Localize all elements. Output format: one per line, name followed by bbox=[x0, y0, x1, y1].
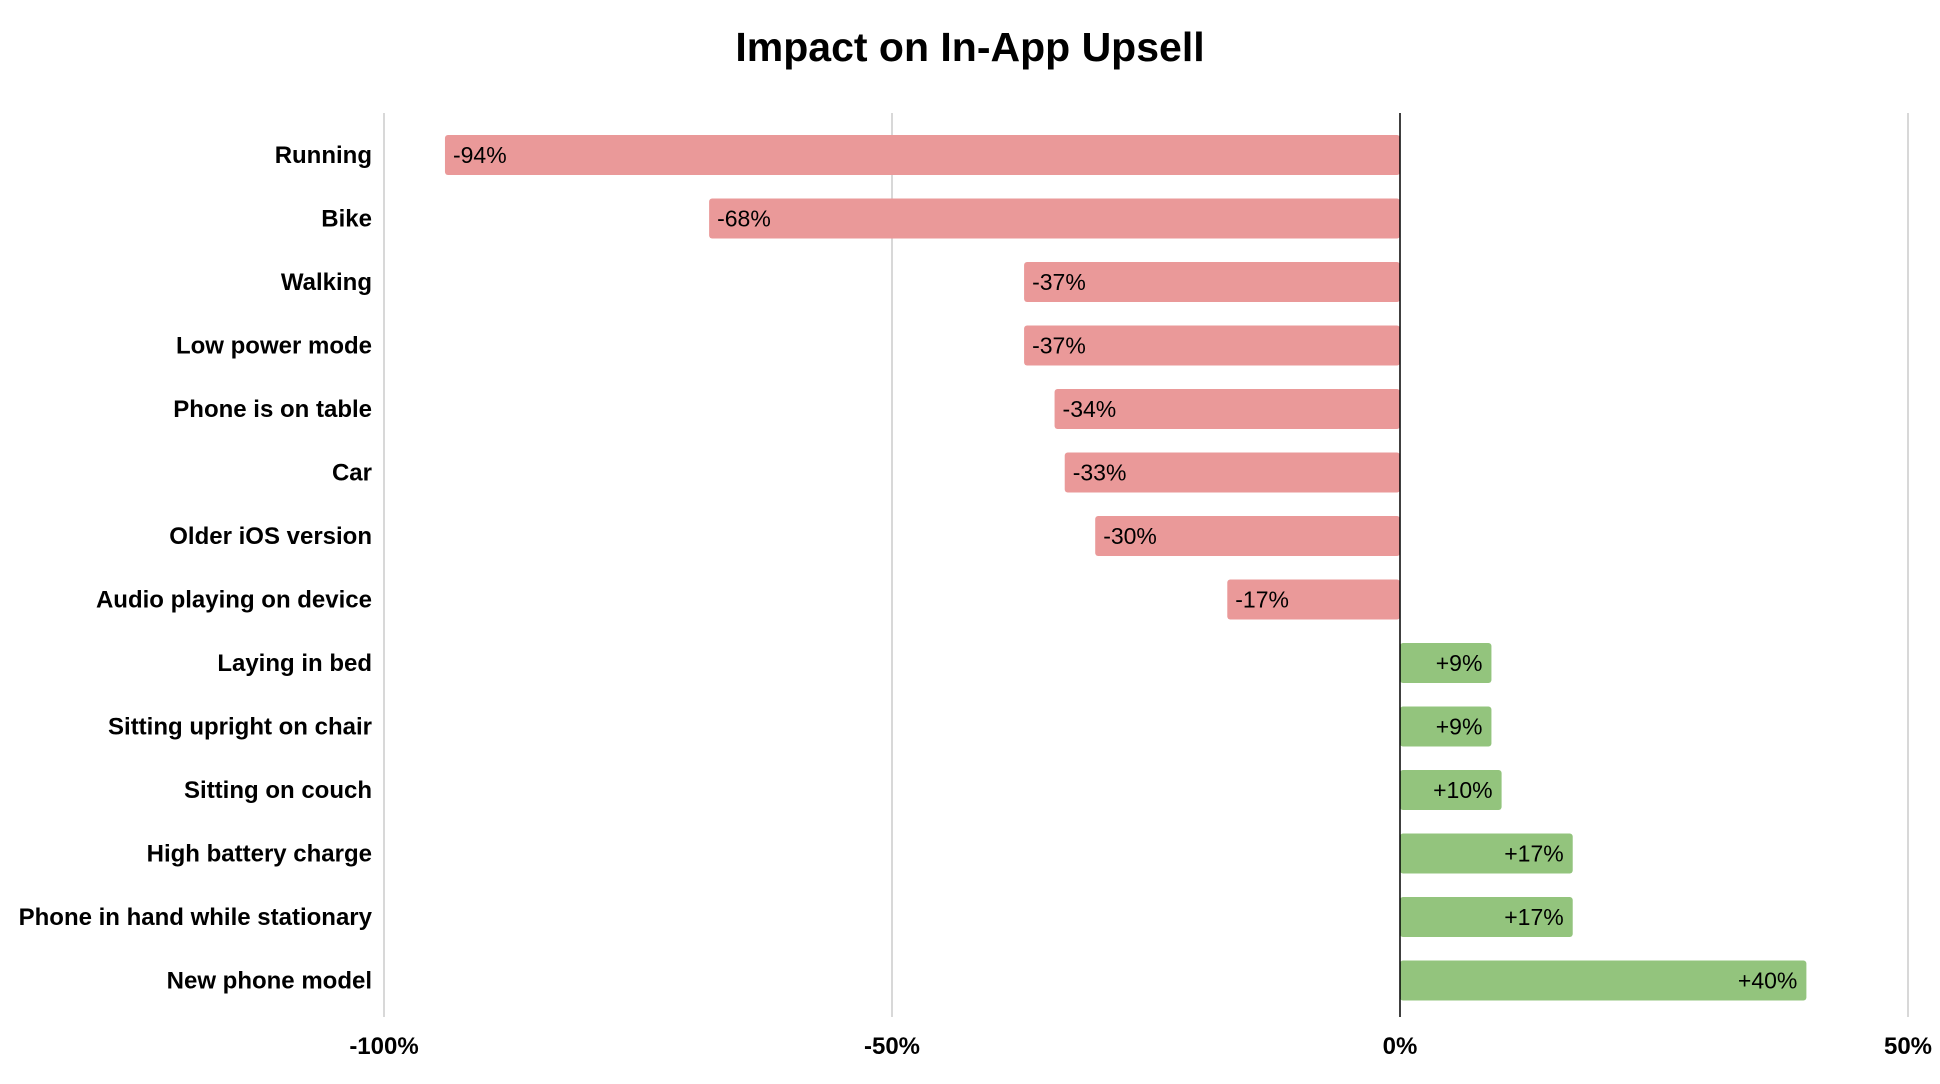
bar-12 bbox=[1400, 833, 1573, 874]
data-labels: -94% -68% -37% -37% -34% -33% -30% -17% +9% +9% +1… bbox=[453, 142, 1797, 994]
bar-7 bbox=[1095, 516, 1400, 556]
bar-2 bbox=[709, 198, 1400, 239]
bar-8 bbox=[1227, 579, 1400, 620]
bar-11 bbox=[1400, 770, 1502, 810]
data-label-8: -17% bbox=[1235, 587, 1289, 613]
data-label-12: +17% bbox=[1504, 841, 1563, 867]
x-tick-label-2: 0% bbox=[1383, 1033, 1418, 1060]
data-label-13: +17% bbox=[1504, 904, 1563, 930]
category-label-13: Phone in hand while stationary bbox=[19, 904, 373, 931]
category-label-3: Walking bbox=[281, 269, 372, 296]
x-tick-labels: -100% -50% 0% 50% bbox=[349, 1033, 1932, 1060]
x-tick-label-0: -100% bbox=[349, 1033, 418, 1060]
bar-4 bbox=[1024, 325, 1400, 366]
data-label-1: -94% bbox=[453, 142, 507, 168]
data-label-9: +9% bbox=[1436, 650, 1483, 676]
category-label-9: Laying in bed bbox=[217, 650, 372, 677]
x-tick-label-1: -50% bbox=[864, 1033, 920, 1060]
data-label-2: -68% bbox=[717, 206, 771, 232]
bar-10 bbox=[1400, 706, 1492, 747]
bar-5 bbox=[1054, 389, 1400, 429]
bars bbox=[444, 135, 1807, 1001]
category-label-5: Phone is on table bbox=[173, 396, 372, 423]
category-label-14: New phone model bbox=[167, 968, 372, 995]
category-label-1: Running bbox=[275, 142, 372, 169]
gridlines bbox=[383, 113, 1909, 1017]
category-label-10: Sitting upright on chair bbox=[108, 714, 372, 741]
data-label-14: +40% bbox=[1738, 968, 1797, 994]
bar-3 bbox=[1024, 262, 1400, 302]
chart-title: Impact on In-App Upsell bbox=[735, 24, 1205, 70]
category-label-2: Bike bbox=[321, 206, 372, 233]
category-labels: Running Bike Walking Low power mode Phone is… bbox=[19, 142, 373, 995]
bar-9 bbox=[1400, 643, 1492, 683]
data-label-3: -37% bbox=[1032, 269, 1086, 295]
bar-6 bbox=[1064, 452, 1400, 493]
data-label-11: +10% bbox=[1433, 777, 1492, 803]
data-label-4: -37% bbox=[1032, 333, 1086, 359]
category-label-7: Older iOS version bbox=[169, 523, 372, 550]
x-tick-label-3: 50% bbox=[1884, 1033, 1932, 1060]
bar-13 bbox=[1400, 897, 1573, 937]
data-label-5: -34% bbox=[1063, 396, 1117, 422]
category-label-8: Audio playing on device bbox=[96, 587, 372, 614]
data-label-6: -33% bbox=[1073, 460, 1127, 486]
category-label-4: Low power mode bbox=[176, 333, 372, 360]
data-label-10: +9% bbox=[1436, 714, 1483, 740]
bar-14 bbox=[1400, 960, 1807, 1001]
category-label-11: Sitting on couch bbox=[184, 777, 372, 804]
data-label-7: -30% bbox=[1103, 523, 1157, 549]
bar-1 bbox=[444, 135, 1401, 175]
category-label-6: Car bbox=[332, 460, 372, 487]
category-label-12: High battery charge bbox=[147, 841, 372, 868]
